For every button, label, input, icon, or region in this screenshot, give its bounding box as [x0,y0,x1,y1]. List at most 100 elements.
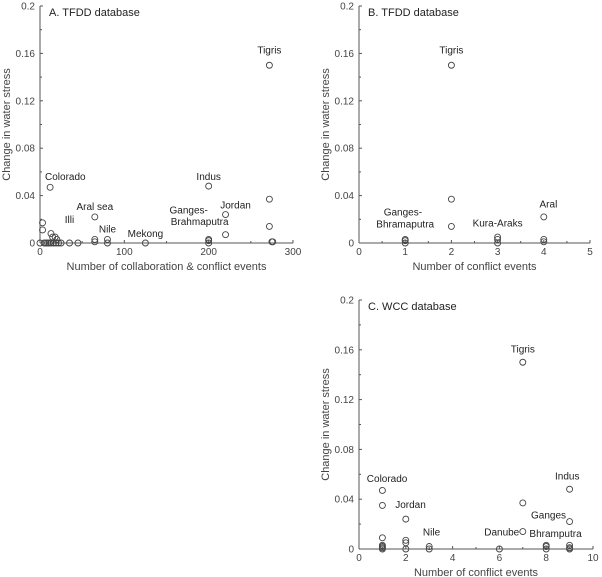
x-tick-label: 100 [116,247,133,258]
y-tick-label: 0.2 [340,296,354,307]
panel-c: 0 0.04 0.08 0.12 0.16 0.2 0 2 4 6 8 10 Number of con… [320,296,599,577]
x-tick-label: 0 [356,247,362,258]
data-point [401,237,409,245]
data-point [425,545,433,553]
point-annotation: Ganges- [169,205,207,216]
data-point [141,239,149,247]
panel-a: 0 0.04 0.08 0.12 0.16 0.2 0 100 200 300 Number of … [1,2,302,274]
x-tick-label: 6 [497,553,503,564]
point-annotation: Colorado [367,474,408,485]
y-tick-label: 0.16 [16,49,36,60]
point-annotation: Danube [484,527,519,538]
data-point [265,195,273,203]
point-annotation: Aral [540,199,558,210]
x-tick-label: 0 [356,553,362,564]
y-tick-label: 0.2 [340,2,354,13]
data-point [542,545,550,553]
x-tick-label: 3 [495,247,501,258]
data-point [378,545,386,553]
data-point [222,231,229,239]
data-point [265,61,273,69]
y-tick-label: 0.04 [16,191,36,202]
x-tick-label: 2 [403,553,409,564]
x-tick-label: 1 [402,247,408,258]
panel-title: B. TFDD database [368,7,459,19]
data-point [519,528,527,536]
x-axis-label: Number of collaboration & conflict event… [67,261,267,273]
y-tick-label: 0.08 [335,144,355,155]
data-point [447,195,455,203]
y-tick-label: 0.04 [335,191,355,202]
data-point [57,239,65,247]
data-point [74,239,82,247]
data-point [540,213,548,221]
point-annotation: Mekong [128,229,164,240]
data-point [519,499,527,507]
y-axis-label: Change in water stress [320,68,332,181]
point-annotation: Ganges- [384,208,422,219]
point-annotation: Kura-Araks [473,218,523,229]
y-tick-label: 0.12 [16,96,36,107]
panel-title: C. WCC database [368,301,457,313]
point-annotation: Colorado [45,172,86,183]
data-point [47,230,55,237]
data-point [566,485,574,493]
x-tick-label: 4 [450,553,456,564]
data-point [494,239,502,247]
data-point [401,239,409,247]
data-point [540,238,548,246]
panel-title: A. TFDD database [49,7,140,19]
point-annotation: Bhramputra [529,529,582,540]
y-tick-label: 0.12 [335,96,355,107]
point-annotation: Aral sea [76,202,113,213]
data-point [269,238,277,246]
data-point [495,545,503,553]
y-tick-label: 0.08 [16,144,36,155]
point-annotation: Indus [196,172,220,183]
y-tick-label: 0.12 [335,395,355,406]
data-point [91,235,99,243]
point-annotation: Jordan [220,201,251,212]
point-annotation: Indus [555,471,579,482]
data-point [39,219,46,227]
point-annotation: Jordan [395,500,426,511]
x-tick-label: 10 [587,553,599,564]
y-tick-label: 0 [348,545,354,556]
data-point [542,543,550,550]
data-point [39,226,46,234]
data-point [494,235,502,243]
point-annotation: Tigris [439,45,463,56]
y-tick-label: 0 [348,239,354,250]
data-point [566,541,574,549]
x-axis-label: Number of conflict events [414,567,539,577]
x-tick-label: 200 [200,247,217,258]
data-point [447,222,455,230]
data-point [447,61,455,69]
point-annotation: Illi [65,215,74,226]
data-point [52,239,60,247]
data-point [402,536,410,544]
data-point [205,182,213,190]
data-point [47,239,55,247]
point-annotation: Nile [423,527,441,538]
y-tick-label: 0.16 [335,345,355,356]
x-tick-label: 0 [37,247,43,258]
data-point [425,543,433,550]
data-point [104,239,111,247]
panel-b: 0 0.04 0.08 0.12 0.16 0.2 0 1 2 3 4 5 Number of conf… [320,2,593,274]
data-point [402,515,410,523]
point-annotation: Brahmaputra [171,217,229,228]
data-point [265,222,273,230]
point-annotation: Nile [99,224,117,235]
point-annotation: Tigris [511,344,535,355]
data-point [66,239,73,247]
data-point [91,238,99,246]
x-tick-label: 5 [587,247,593,258]
data-point [540,235,548,243]
data-point [46,183,54,191]
data-point [566,545,574,553]
data-point [55,239,63,247]
data-point [519,358,527,366]
y-tick-label: 0.16 [335,49,355,60]
